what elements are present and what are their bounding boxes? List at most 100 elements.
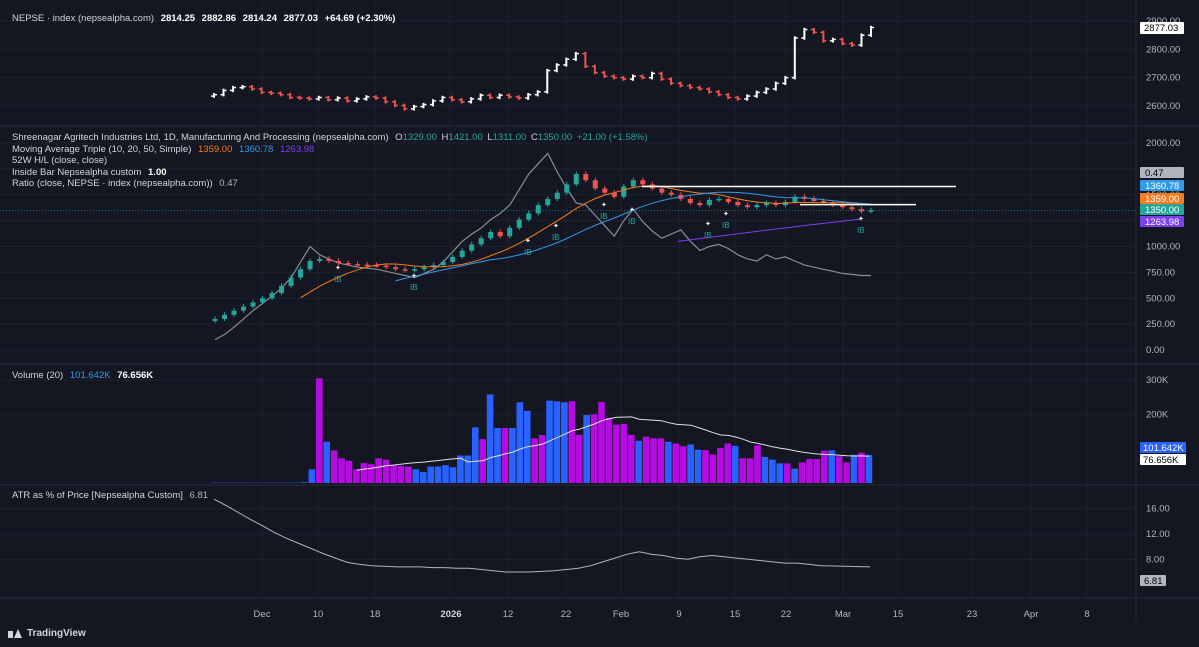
stock-candle-body [668, 192, 674, 195]
atr-legend: ATR as % of Price [Nepsealpha Custom] 6.… [12, 490, 212, 502]
ma20-badge-text: 1360.78 [1145, 181, 1179, 192]
volume-bar [434, 466, 442, 483]
stock-candle-body [374, 265, 380, 267]
stock-candle-body [526, 213, 532, 220]
volume-bar [538, 434, 546, 483]
atr-ytick-2: 16.00 [1146, 504, 1170, 515]
nepse-ytick-3: 2900.00 [1146, 16, 1180, 27]
volume-bar [650, 438, 657, 483]
volume-bar [590, 414, 598, 483]
x-tick-label-4: 12 [503, 609, 514, 620]
volume-bar [449, 467, 457, 483]
stock-candle-body [345, 263, 351, 265]
stock-candle-body [754, 205, 760, 208]
stock-candle-body [763, 203, 769, 206]
volume-badge-1-text: 101.642K [1143, 443, 1184, 454]
stock-candle-body [260, 298, 266, 303]
volume-bar [724, 443, 732, 483]
volume-bar [843, 462, 850, 483]
stock-candle-body [241, 306, 247, 311]
volume-bar [531, 438, 538, 483]
stock-candle-body [317, 258, 323, 261]
ma-label: Moving Average Triple (10, 20, 50, Simpl… [12, 143, 192, 155]
ma50-value: 1263.98 [279, 143, 315, 155]
atr-badge-text: 6.81 [1144, 576, 1163, 587]
stock-candle-body [630, 180, 636, 187]
stock-candle-body [611, 192, 617, 197]
ma20-value: 1360.78 [239, 143, 274, 155]
stock-candle-body [602, 188, 608, 193]
nepse-last-badge [1140, 22, 1184, 34]
stock-candle-body [716, 198, 722, 201]
stock-candle-body [336, 260, 342, 264]
ratio-value: 0.47 [219, 178, 238, 190]
stock-candle-body [393, 267, 399, 270]
volume-label: Volume (20) [12, 370, 64, 381]
stock-ytick-3: 750.00 [1146, 267, 1175, 278]
volume-bar [405, 466, 412, 483]
volume-bar [330, 450, 338, 483]
volume-bar [338, 458, 345, 483]
volume-bar [412, 469, 420, 483]
vol-ytick-200: 200K [1146, 409, 1169, 420]
x-tick-label-0: Dec [254, 609, 271, 620]
x-tick-label-13: Apr [1024, 609, 1039, 620]
volume-badge-1 [1140, 442, 1186, 453]
x-tick-label-14: 8 [1084, 609, 1089, 620]
main-l-label: L [487, 132, 493, 143]
stock-candle-body [592, 180, 598, 189]
volume-bar [561, 402, 568, 483]
main-title: Shreenagar Agritech Industries Ltd, 1D, … [12, 132, 389, 143]
volume-bar [301, 482, 308, 483]
stock-ytick-1: 250.00 [1146, 319, 1175, 330]
inside-bar-label-7: IB [722, 221, 730, 230]
volume-bar [345, 460, 353, 483]
volume-bar [717, 447, 724, 483]
x-tick-label-1: 10 [313, 609, 324, 620]
volume-bar [575, 434, 583, 483]
x-tick-label-11: 15 [893, 609, 904, 620]
atr-ytick-0: 8.00 [1146, 554, 1165, 565]
volume-badge-2-text: 76.656K [1143, 455, 1179, 466]
stock-candle-body [307, 260, 313, 270]
atr-label: ATR as % of Price [Nepsealpha Custom] [12, 490, 183, 501]
stock-candle-body [735, 201, 741, 206]
main-legend: Shreenagar Agritech Industries Ltd, 1D, … [12, 132, 656, 190]
volume-bar [360, 463, 368, 483]
stock-candle-body [469, 244, 475, 251]
stock-candle-body [212, 318, 218, 322]
close-badge [1140, 204, 1184, 215]
inside-bar-label-2: IB [524, 248, 532, 257]
ma50-line [677, 218, 861, 242]
nepse-symbol: NEPSE · index (nepsealpha.com) [12, 13, 155, 24]
nepse-high: 2882.86 [201, 13, 237, 24]
nepse-low: 2814.24 [242, 13, 277, 24]
stock-candle-body [421, 267, 427, 270]
stock-ytick-4: 1000.00 [1146, 242, 1180, 253]
inside-bar-marker-icon-6: ✦ [705, 220, 711, 228]
inside-bar-marker-icon-2: ✦ [525, 237, 531, 245]
main-h-label: H [441, 132, 449, 143]
ma20-badge [1140, 180, 1184, 191]
volume-v2: 76.656K [117, 370, 154, 381]
stock-candle-body [364, 264, 370, 267]
ratio-label: Ratio (close, NEPSE · index (nepsealpha.… [12, 178, 213, 190]
nepse-last-value: 2877.03 [1144, 23, 1178, 34]
volume-bar [583, 415, 590, 483]
stock-candle-body [488, 232, 494, 239]
stock-candle-body [554, 192, 560, 199]
ma10-badge [1140, 193, 1184, 204]
volume-bar [828, 450, 836, 483]
ma10-value: 1359.00 [198, 143, 233, 155]
tradingview-brand: TradingView [27, 628, 86, 639]
volume-bar [702, 450, 709, 483]
volume-bar [694, 449, 702, 483]
tradingview-footer[interactable]: TradingView [8, 628, 86, 639]
stock-candle-body [383, 265, 389, 268]
nepse-ytick-1: 2700.00 [1146, 73, 1180, 84]
ma20-line [395, 191, 872, 282]
inside-bar-label-6: IB [704, 231, 712, 240]
volume-bar [657, 438, 665, 483]
stock-candle-body [792, 196, 798, 202]
